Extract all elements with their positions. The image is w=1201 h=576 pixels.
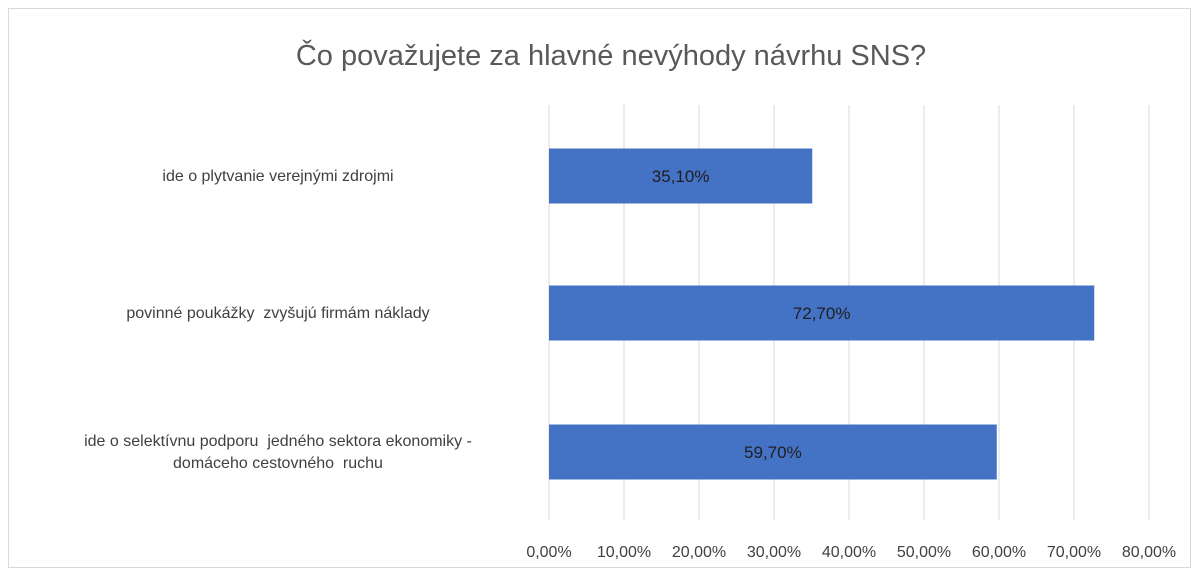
x-tick-label: 50,00%: [897, 544, 951, 561]
bar: [549, 285, 1095, 341]
x-tick-label: 20,00%: [672, 544, 726, 561]
x-tick-label: 10,00%: [597, 544, 651, 561]
category-label: ide o selektívnu podporu jedného sektora…: [84, 433, 472, 450]
bar-data-label: 59,70%: [744, 443, 802, 462]
x-tick-label: 30,00%: [747, 544, 801, 561]
x-axis-tick-labels: 0,00% 10,00% 20,00% 30,00% 40,00% 50,00% 60,00…: [526, 544, 1176, 561]
x-tick-label: 40,00%: [822, 544, 876, 561]
category-label: domáceho cestovného ruchu: [173, 455, 383, 472]
chart-title: Čo považujete za hlavné nevýhody návrhu …: [296, 38, 926, 72]
x-tick-label: 80,00%: [1122, 544, 1176, 561]
category-label: ide o plytvanie verejnými zdrojmi: [162, 168, 393, 185]
x-tick-label: 60,00%: [972, 544, 1026, 561]
category-labels: ide o plytvanie verejnými zdrojmi povinné…: [84, 168, 472, 472]
bar-data-label: 35,10%: [652, 167, 710, 186]
x-tick-label: 70,00%: [1047, 544, 1101, 561]
x-tick-label: 0,00%: [526, 544, 571, 561]
category-label: povinné poukážky zvyšujú firmám náklady: [126, 305, 429, 322]
bars: 35,10% 72,70% 59,70%: [549, 148, 1095, 480]
bar: [549, 148, 813, 204]
bar-data-label: 72,70%: [793, 304, 851, 323]
bar: [549, 424, 997, 480]
